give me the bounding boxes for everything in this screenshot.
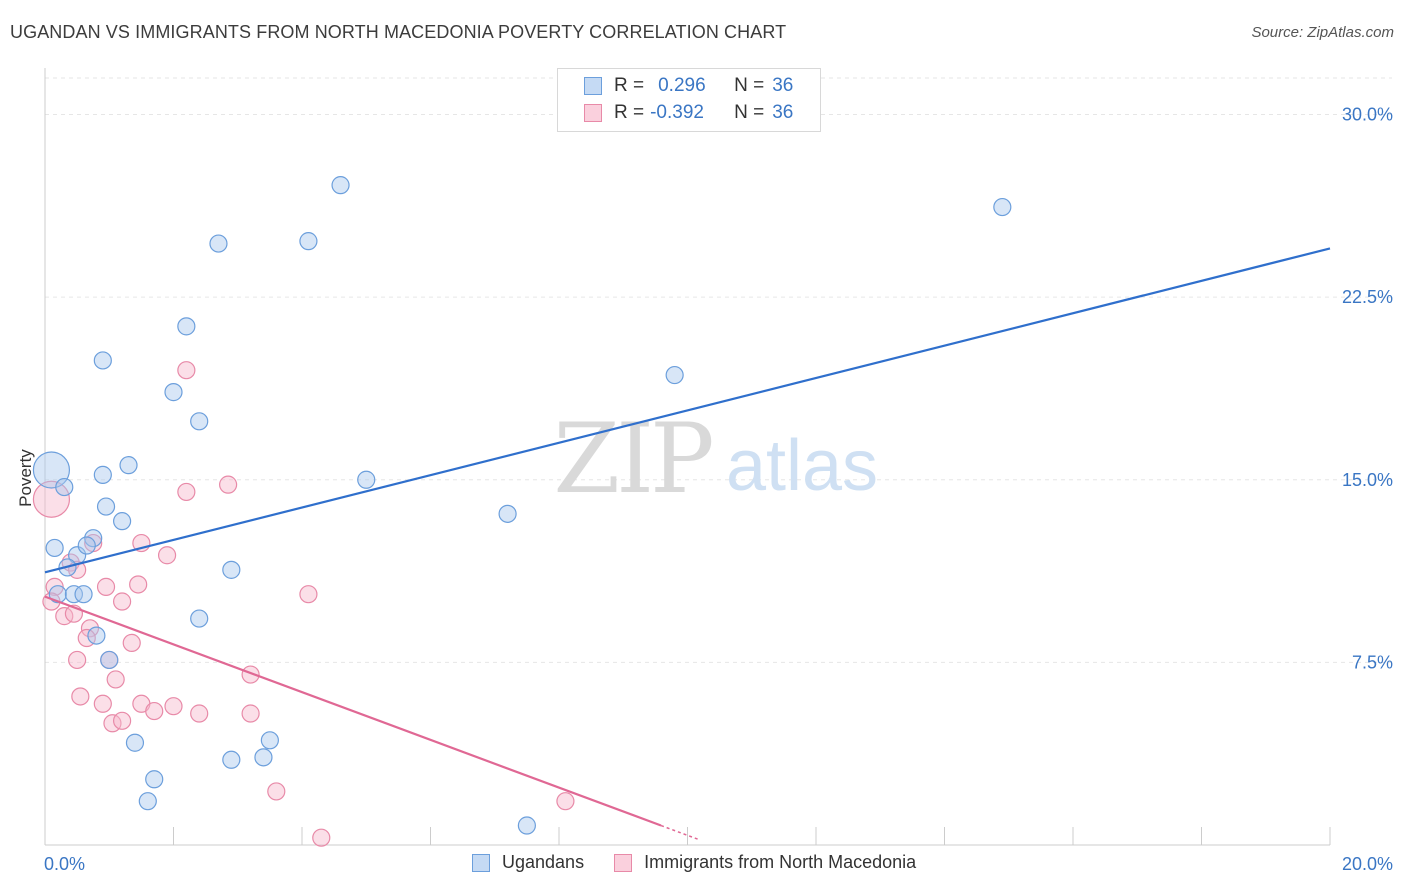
ugandan-point <box>45 538 64 558</box>
immigrant-point <box>241 704 260 723</box>
ugandan-point <box>145 770 164 789</box>
legend-n-label: N = <box>734 102 765 123</box>
y-tick-label: 7.5% <box>1352 652 1393 672</box>
legend-row-immigrants: R = -0.392 N = 36 <box>584 101 793 125</box>
ugandan-point <box>331 176 350 195</box>
grid-layer <box>45 77 1392 663</box>
ugandan-point <box>55 477 74 497</box>
immigrant-point <box>68 650 87 670</box>
ugandan-point <box>74 585 93 604</box>
ugandan-point <box>77 536 96 555</box>
ugandan-point <box>96 497 116 516</box>
immigrant-point <box>190 704 209 723</box>
ugandan-point <box>125 733 145 752</box>
ugandan-point <box>64 585 84 604</box>
ugandan-point <box>48 585 67 604</box>
immigrant-point <box>177 361 196 380</box>
y-axis-label: Poverty <box>16 449 35 507</box>
series-legend-ugandans: Ugandans <box>472 852 584 873</box>
x-tick-label-max: 20.0% <box>1342 854 1393 874</box>
ugandan-point <box>299 232 318 251</box>
legend-n-value: 36 <box>772 102 794 123</box>
series-label-ugandans: Ugandans <box>502 852 585 872</box>
immigrant-point <box>157 546 177 565</box>
immigrant-point <box>112 711 132 730</box>
series-label-immigrants: Immigrants from North Macedonia <box>644 852 917 872</box>
immigrant-point <box>177 482 196 502</box>
ugandan-point <box>517 816 536 835</box>
immigrant-point <box>80 619 100 638</box>
series-swatch-pink <box>614 853 633 872</box>
immigrant-point <box>164 697 183 716</box>
blue-points-layer <box>32 176 1012 835</box>
legend-row-ugandans: R = 0.296 N = 36 <box>584 74 793 98</box>
ugandan-point <box>190 609 209 628</box>
ugandan-point <box>254 748 273 767</box>
trend-lines-layer <box>44 247 1331 841</box>
ugandan-point <box>164 383 183 402</box>
watermark: ZIP atlas <box>553 403 878 515</box>
immigrant-trend-extension <box>660 824 701 841</box>
ugandan-point <box>993 197 1012 217</box>
chart-title: UGANDAN VS IMMIGRANTS FROM NORTH MACEDON… <box>10 22 787 42</box>
series-legend: Ugandans Immigrants from North Macedonia <box>472 852 946 873</box>
pink-points-layer <box>32 361 575 847</box>
correlation-legend: R = 0.296 N = 36 R = -0.392 N = 36 <box>557 68 821 132</box>
ugandan-point <box>119 456 138 475</box>
ugandan-point <box>100 650 119 670</box>
immigrant-point <box>93 694 112 713</box>
x-tick-label-min: 0.0% <box>44 854 85 874</box>
ugandan-point <box>112 512 132 531</box>
ugandan-point <box>222 560 241 579</box>
y-axis-label-wrap: Poverty <box>6 420 46 540</box>
ugandan-point <box>209 234 228 253</box>
series-swatch-blue <box>472 853 490 872</box>
legend-r-value: -0.392 <box>650 102 704 123</box>
immigrant-point <box>129 575 148 594</box>
ugandan-point <box>93 351 112 370</box>
ugandan-point <box>222 750 241 769</box>
immigrant-point <box>71 687 90 706</box>
ugandan-point <box>93 465 112 484</box>
immigrant-trend-line <box>44 595 662 827</box>
immigrant-point <box>312 828 331 847</box>
legend-n-label: N = <box>734 75 765 96</box>
series-legend-immigrants: Immigrants from North Macedonia <box>614 852 916 873</box>
legend-r-value: 0.296 <box>658 75 706 96</box>
ugandan-point <box>138 792 157 811</box>
legend-swatch-blue <box>584 77 602 95</box>
y-tick-label: 15.0% <box>1342 470 1393 490</box>
ugandan-point <box>87 626 106 645</box>
ugandan-point <box>260 731 279 750</box>
immigrant-point <box>96 577 116 596</box>
immigrant-point <box>106 670 125 689</box>
immigrant-point <box>32 480 71 518</box>
y-tick-label: 30.0% <box>1342 105 1393 125</box>
legend-swatch-pink <box>584 104 602 122</box>
immigrant-point <box>299 585 318 604</box>
watermark-zip: ZIP <box>553 403 712 515</box>
legend-r-label: R = <box>614 102 645 123</box>
ugandan-point <box>498 504 517 523</box>
ugandan-point <box>665 365 684 385</box>
ugandan-point <box>357 470 376 489</box>
ugandan-point <box>84 529 103 548</box>
immigrant-point <box>219 475 238 494</box>
watermark-atlas: atlas <box>726 426 878 506</box>
chart-source: Source: ZipAtlas.com <box>1251 24 1394 41</box>
ugandan-point <box>190 412 209 431</box>
ugandan-point <box>177 317 196 336</box>
immigrant-point <box>145 701 164 721</box>
legend-r-label: R = <box>614 75 645 96</box>
y-tick-label: 22.5% <box>1342 287 1393 307</box>
tick-labels-layer: 7.5% 15.0% 22.5% 30.0% 0.0% 20.0% <box>44 105 1393 874</box>
immigrant-point <box>112 592 132 611</box>
immigrant-point <box>122 633 141 653</box>
immigrant-point <box>267 782 286 801</box>
immigrant-point <box>556 792 575 811</box>
axis-layer <box>44 68 1331 846</box>
ugandan-trend-line <box>44 247 1331 574</box>
legend-n-value: 36 <box>772 75 794 96</box>
